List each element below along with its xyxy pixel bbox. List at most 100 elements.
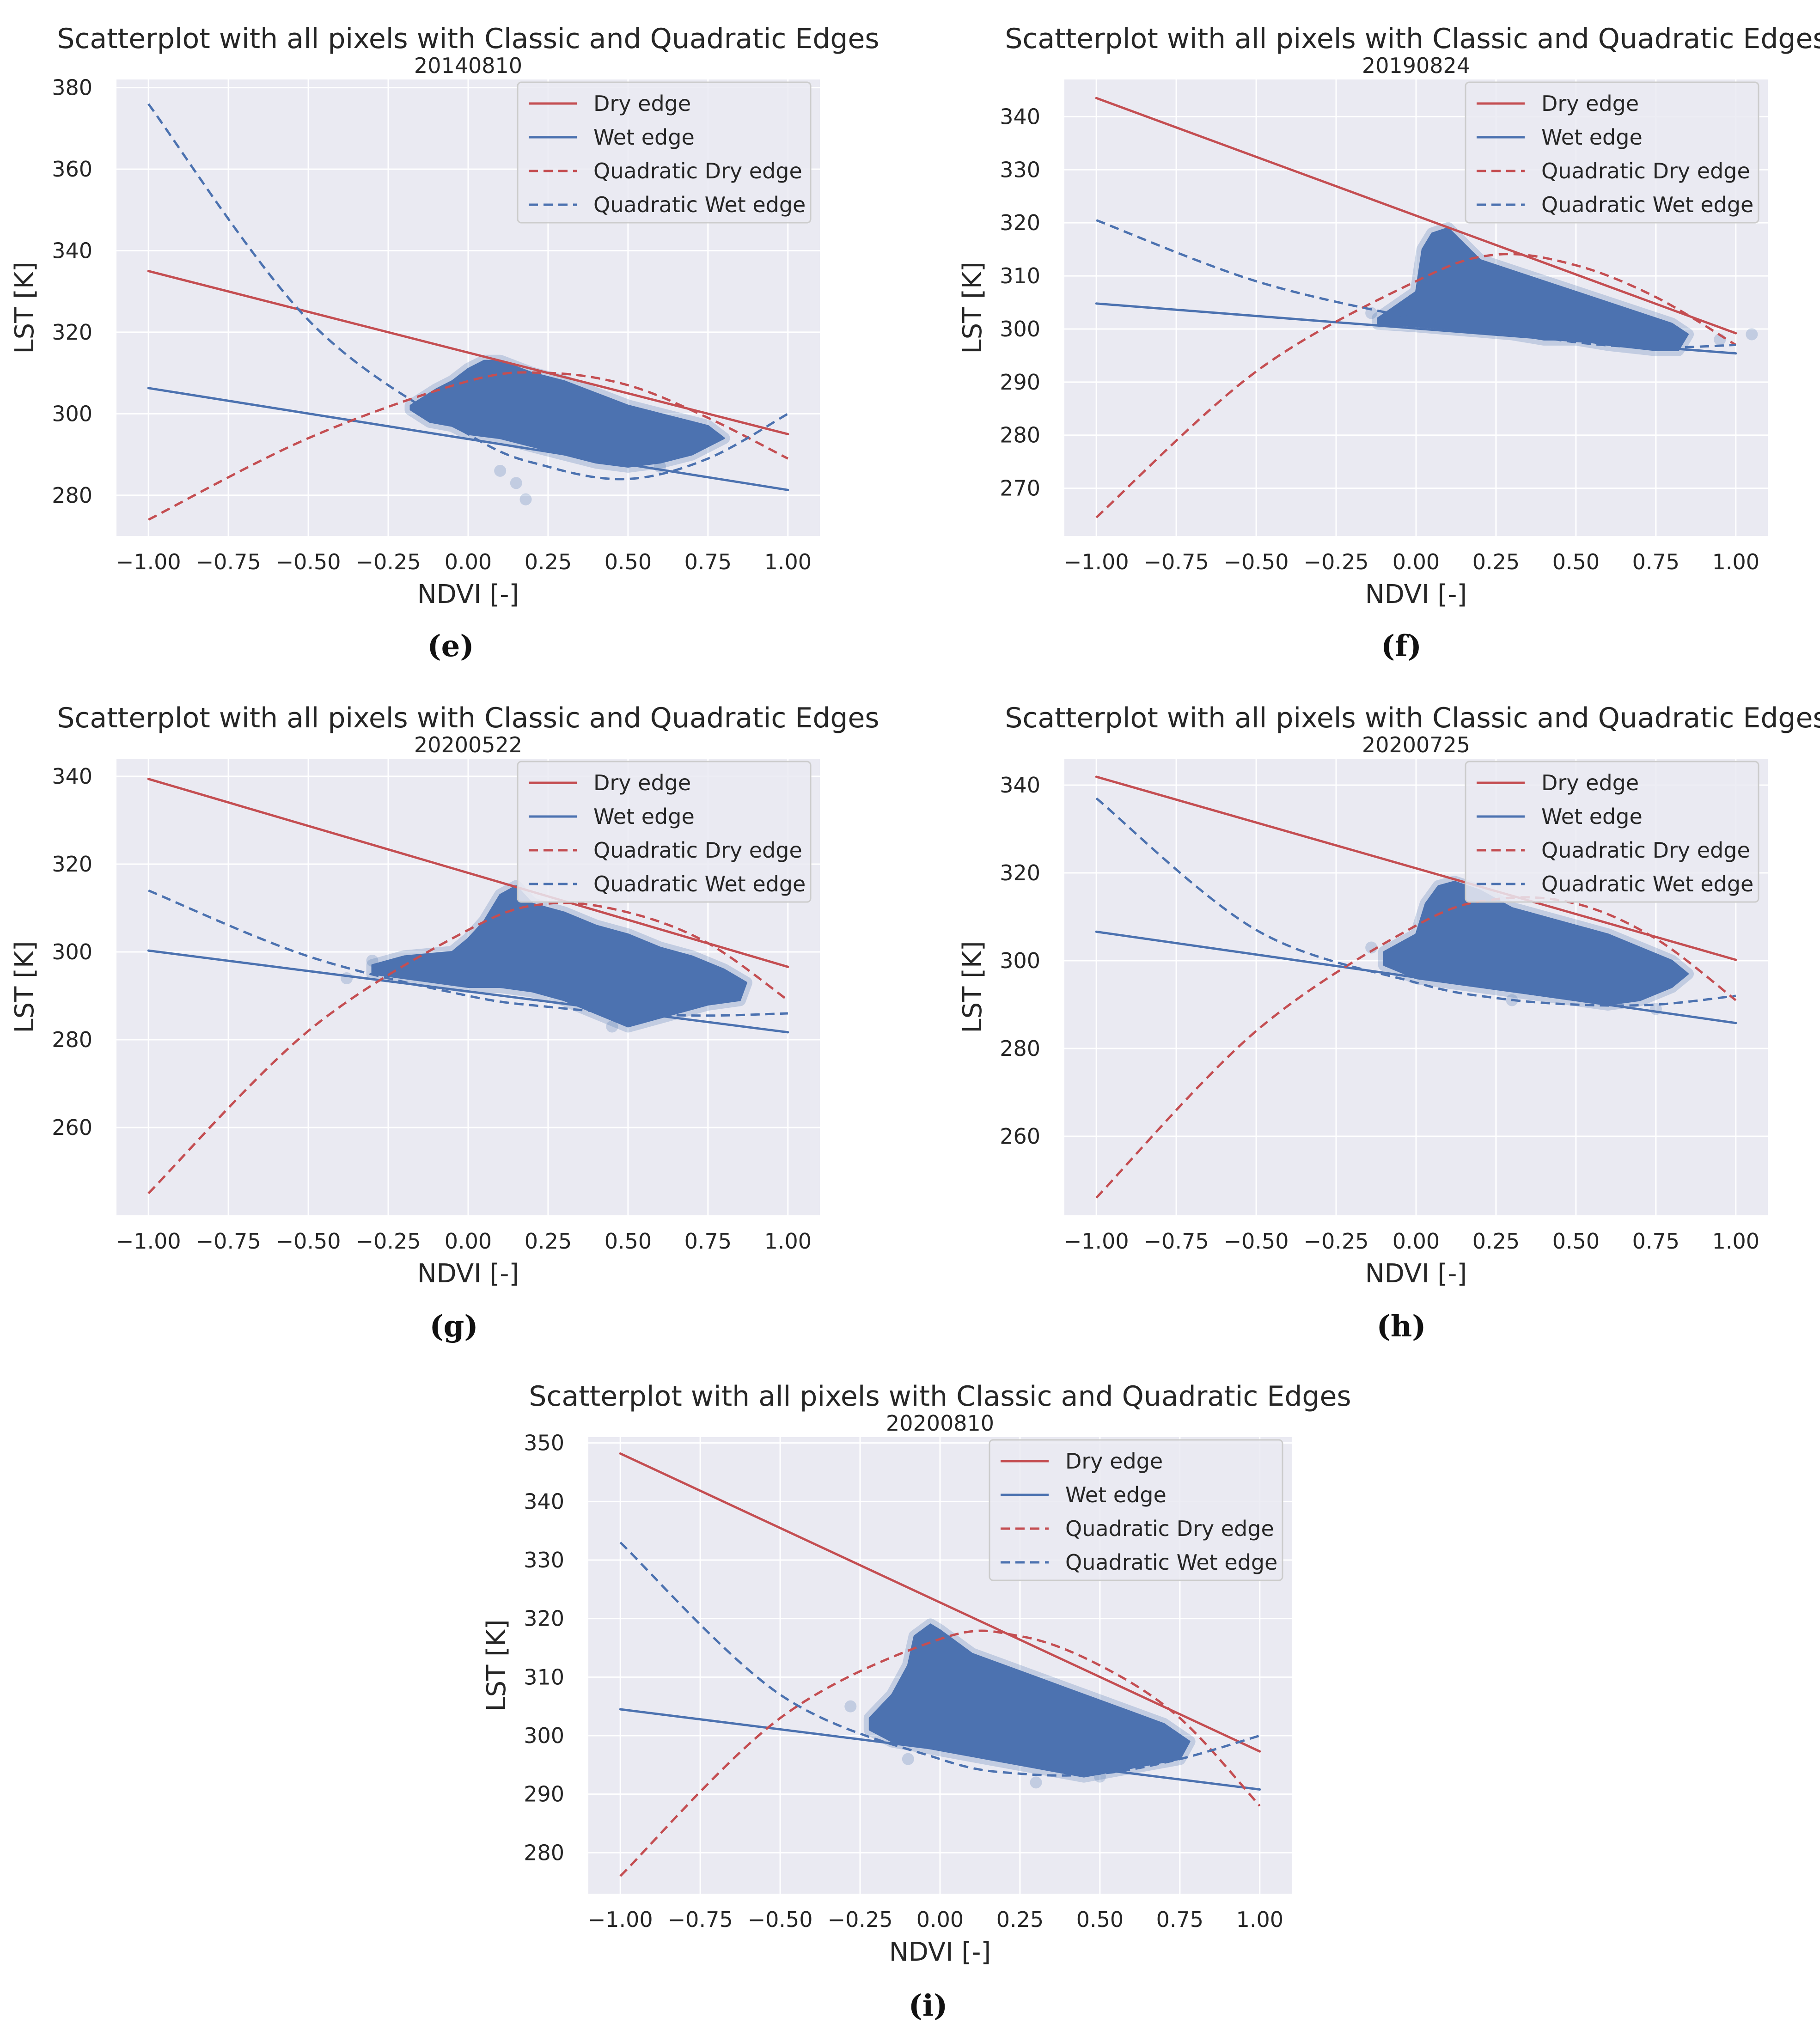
scatter-cloud — [868, 1623, 1191, 1778]
legend-wet-edge: Wet edge — [529, 804, 695, 829]
legend-quadratic-wet-edge: Quadratic Wet edge — [529, 192, 806, 217]
plot-content — [147, 778, 789, 1195]
panel-label: (i) — [909, 1988, 948, 2023]
chart-title: Scatterplot with all pixels with Classic… — [57, 702, 879, 734]
x-tick-label: −0.25 — [1304, 1229, 1369, 1254]
legend-label: Quadratic Wet edge — [593, 872, 806, 896]
x-tick-label: −0.50 — [1224, 1229, 1289, 1254]
plot-content — [1095, 97, 1758, 518]
legend-label: Wet edge — [1541, 125, 1643, 150]
scatter-point — [1093, 1770, 1106, 1783]
legend-dry-edge: Dry edge — [1477, 770, 1639, 795]
y-tick-label: 290 — [524, 1782, 564, 1807]
dry-edge-line — [619, 1452, 1261, 1753]
x-tick-label: 0.00 — [445, 1229, 492, 1254]
y-axis-label: LST [K] — [482, 1619, 512, 1711]
x-tick-label: 1.00 — [1712, 549, 1759, 574]
x-tick-label: 0.50 — [1552, 549, 1600, 574]
legend-label: Wet edge — [1065, 1482, 1167, 1507]
x-axis-label: NDVI [-] — [417, 1259, 519, 1289]
x-tick-label: −0.75 — [196, 549, 261, 574]
legend-label: Quadratic Wet edge — [593, 192, 806, 217]
y-tick-label: 330 — [524, 1548, 564, 1573]
legend-quadratic-dry-edge: Quadratic Dry edge — [1477, 838, 1750, 863]
wet-edge-line — [147, 387, 789, 491]
legend-box — [517, 81, 812, 224]
x-tick-label: 1.00 — [1236, 1907, 1283, 1932]
legend-quadratic-dry-edge: Quadratic Dry edge — [529, 158, 802, 183]
x-tick-label: −0.75 — [196, 1229, 261, 1254]
scatter-point — [844, 1700, 857, 1713]
x-tick-label: 0.50 — [605, 1229, 652, 1254]
y-tick-label: 340 — [524, 1489, 564, 1514]
y-tick-label: 270 — [1000, 476, 1040, 501]
y-tick-label: 280 — [52, 1027, 92, 1052]
legend-label: Dry edge — [1541, 770, 1639, 795]
x-tick-label: 0.75 — [684, 1229, 732, 1254]
y-tick-label: 380 — [52, 75, 92, 100]
x-tick-label: −0.75 — [1144, 1229, 1209, 1254]
wet-edge-line — [619, 1708, 1261, 1791]
y-tick-label: 320 — [1000, 210, 1040, 235]
x-tick-label: 0.25 — [996, 1907, 1044, 1932]
legend-quadratic-dry-edge: Quadratic Dry edge — [1477, 158, 1750, 183]
chart-title: Scatterplot with all pixels with Classic… — [1005, 23, 1820, 55]
x-tick-label: −0.75 — [668, 1907, 733, 1932]
dry-edge-line — [1095, 97, 1737, 335]
legend: Dry edge Wet edge Quadratic Dry edge Quadra… — [517, 761, 812, 903]
chart-panel-i: −1.00 −0.75 −0.50 −0.25 0.00 0.25 0.50 0.75 1.00… — [482, 1380, 1351, 2023]
legend-wet-edge: Wet edge — [1001, 1482, 1167, 1507]
y-tick-label: 340 — [1000, 773, 1040, 798]
chart-subtitle: 20200522 — [414, 732, 522, 757]
quadratic-dry-edge-curve — [619, 1629, 1261, 1877]
y-tick-label: 340 — [1000, 104, 1040, 129]
y-tick-label: 300 — [524, 1723, 564, 1748]
scatter-point — [902, 1753, 914, 1765]
legend-box — [1465, 761, 1759, 903]
legend-dry-edge: Dry edge — [1001, 1449, 1163, 1474]
quadratic-wet-edge-curve — [1096, 219, 1736, 349]
quadratic-dry-edge-curve — [1095, 896, 1737, 1199]
legend-label: Quadratic Dry edge — [1541, 158, 1750, 183]
chart-panel-h: −1.00 −0.75 −0.50 −0.25 0.00 0.25 0.50 0.75 1.00… — [958, 702, 1820, 1344]
scatter-point — [494, 464, 507, 477]
quadratic-wet-edge-curve — [619, 1542, 1260, 1777]
wet-edge-line — [147, 949, 789, 1034]
legend-label: Wet edge — [593, 804, 695, 829]
x-tick-label: 0.50 — [1552, 1229, 1600, 1254]
x-tick-label: 0.25 — [1472, 1229, 1520, 1254]
x-tick-label: −0.25 — [356, 549, 421, 574]
legend-label: Quadratic Wet edge — [1065, 1550, 1277, 1575]
y-tick-label: 340 — [52, 238, 92, 263]
x-tick-label: −0.25 — [1304, 549, 1369, 574]
scatter-point — [519, 493, 532, 506]
y-tick-label: 360 — [52, 157, 92, 182]
x-tick-label: −0.25 — [356, 1229, 421, 1254]
legend-label: Dry edge — [1065, 1449, 1163, 1474]
y-tick-label: 350 — [524, 1431, 564, 1456]
y-tick-label: 310 — [1000, 263, 1040, 288]
x-tick-label: −1.00 — [1064, 549, 1129, 574]
wet-edge-line — [1095, 302, 1737, 355]
x-tick-label: 0.25 — [1472, 549, 1520, 574]
y-tick-label: 300 — [1000, 948, 1040, 973]
y-tick-label: 320 — [1000, 860, 1040, 885]
y-tick-label: 320 — [52, 852, 92, 877]
y-axis-label: LST [K] — [10, 941, 40, 1033]
x-axis-label: NDVI [-] — [1365, 1259, 1467, 1289]
y-tick-label: 260 — [1000, 1124, 1040, 1149]
plot-content — [147, 103, 789, 521]
legend-quadratic-dry-edge: Quadratic Dry edge — [1001, 1516, 1274, 1541]
x-axis-label: NDVI [-] — [1365, 579, 1467, 610]
legend-quadratic-wet-edge: Quadratic Wet edge — [1001, 1550, 1277, 1575]
chart-subtitle: 20190824 — [1362, 53, 1470, 78]
y-tick-label: 290 — [1000, 370, 1040, 395]
y-tick-label: 320 — [52, 320, 92, 345]
x-tick-label: 1.00 — [1712, 1229, 1759, 1254]
legend-label: Quadratic Dry edge — [1541, 838, 1750, 863]
legend: Dry edge Wet edge Quadratic Dry edge Quadra… — [989, 1439, 1283, 1581]
chart-title: Scatterplot with all pixels with Classic… — [1005, 702, 1820, 734]
x-tick-label: 0.75 — [684, 549, 732, 574]
panel-label: (g) — [429, 1309, 478, 1344]
x-tick-label: −0.50 — [748, 1907, 813, 1932]
